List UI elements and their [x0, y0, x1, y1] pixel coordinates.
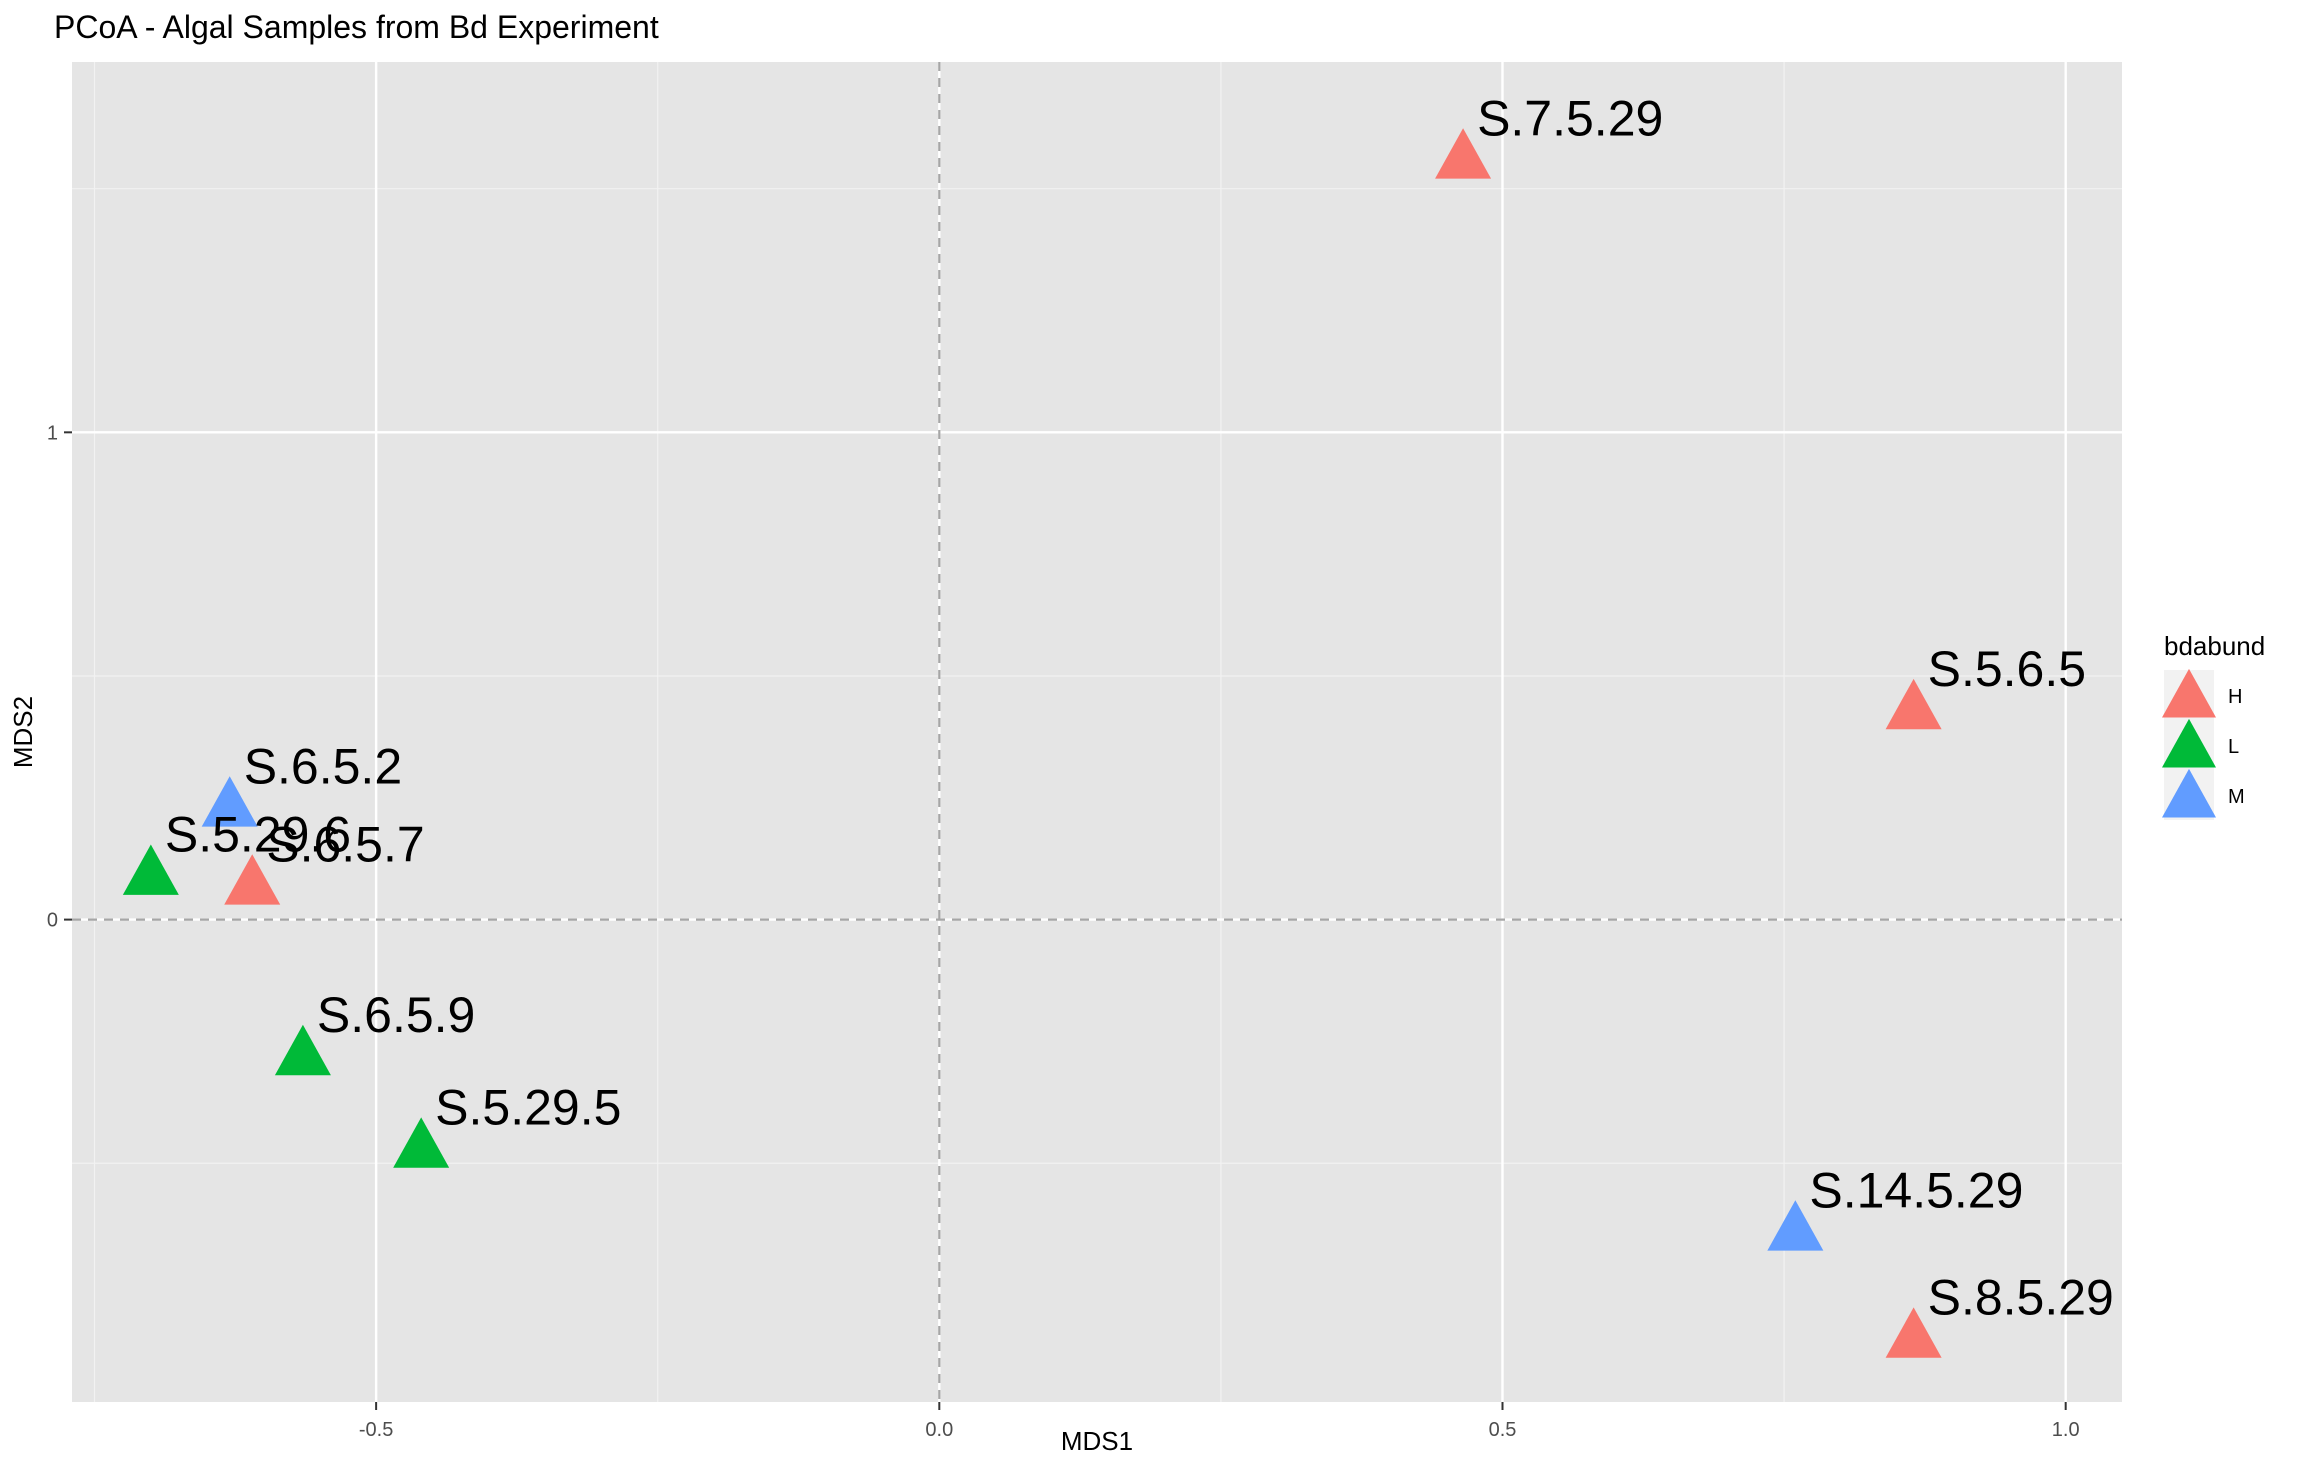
legend-label-L: L — [2228, 736, 2239, 758]
legend-label-M: M — [2228, 786, 2245, 808]
y-axis-title: MDS2 — [8, 696, 38, 768]
point-label-S.8.5.29: S.8.5.29 — [1928, 1270, 2114, 1326]
point-label-S.5.29.5: S.5.29.5 — [435, 1080, 621, 1136]
x-axis-ticks: -0.5 0.0 0.5 1.0 — [359, 1402, 2080, 1441]
point-label-S.5.6.5: S.5.6.5 — [1928, 641, 2086, 697]
legend-key-M — [2162, 768, 2216, 818]
x-tick-label: 0.0 — [925, 1419, 953, 1441]
major-gridlines — [72, 62, 2122, 1402]
point-label-S.14.5.29: S.14.5.29 — [1809, 1162, 2023, 1218]
point-label-S.6.5.7: S.6.5.7 — [266, 816, 424, 872]
x-axis-title: MDS1 — [1061, 1426, 1133, 1456]
chart-title: PCoA - Algal Samples from Bd Experiment — [54, 9, 659, 45]
x-tick-label: -0.5 — [359, 1419, 393, 1441]
legend-title: bdabund — [2164, 631, 2265, 661]
data-point-S.6.5.9 — [274, 1024, 331, 1076]
data-point-S.14.5.29 — [1767, 1200, 1824, 1251]
data-point-S.8.5.29 — [1885, 1307, 1942, 1358]
point-labels: S.7.5.29 S.5.6.5 S.6.5.2 S.5.29.6S.6.5.7 S.6… — [165, 90, 2114, 1325]
y-axis-ticks: 01 — [47, 422, 72, 932]
x-tick-label: 1.0 — [2052, 1419, 2080, 1441]
legend: bdabund H L M — [2162, 631, 2265, 820]
legend-label-H: H — [2228, 686, 2242, 708]
y-tick-label: 1 — [47, 422, 58, 444]
y-tick-label: 0 — [47, 910, 58, 932]
data-point-S.5.29.6 — [122, 844, 179, 895]
point-label-S.6.5.9: S.6.5.9 — [317, 987, 475, 1043]
minor-gridlines — [72, 62, 2122, 1402]
plot-panel — [72, 62, 2122, 1402]
legend-key-H — [2162, 668, 2216, 718]
x-tick-label: 0.5 — [1489, 1419, 1517, 1441]
data-points — [122, 128, 1942, 1358]
point-label-S.7.5.29: S.7.5.29 — [1477, 90, 1663, 146]
legend-key-L — [2162, 718, 2216, 768]
data-point-S.5.6.5 — [1885, 678, 1942, 730]
point-label-S.6.5.2: S.6.5.2 — [244, 739, 402, 795]
data-point-S.6.5.2 — [201, 776, 258, 827]
reference-lines — [72, 62, 2122, 1402]
data-point-S.6.5.7 — [224, 854, 281, 905]
legend-entries: H L M — [2162, 668, 2245, 820]
data-point-S.5.29.5 — [393, 1117, 450, 1168]
data-point-S.7.5.29 — [1435, 128, 1492, 179]
point-label-S.5.29.6: S.5.29.6 — [165, 807, 351, 863]
